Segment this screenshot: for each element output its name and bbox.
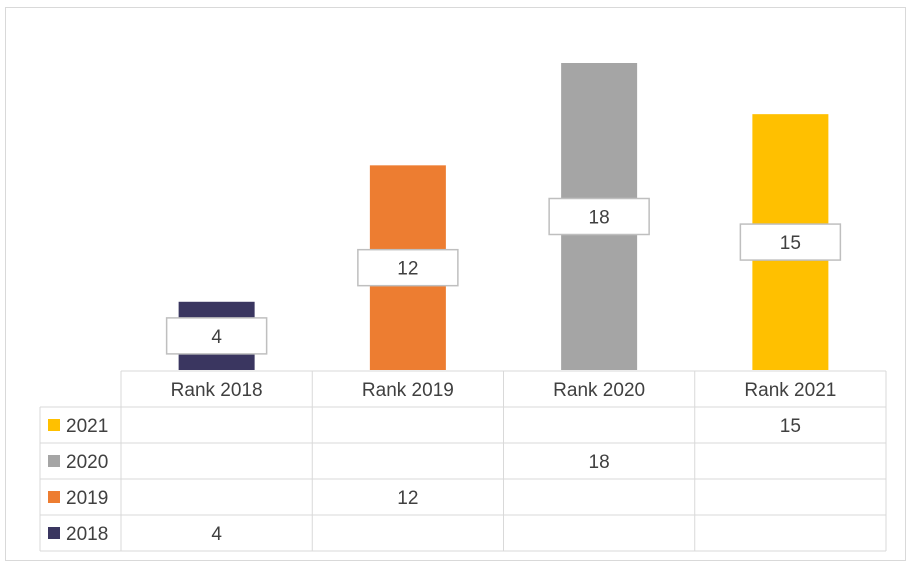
data-label-2018: 4	[211, 327, 222, 348]
legend-key-2021	[48, 419, 60, 431]
legend-label-2021: 2021	[66, 416, 108, 437]
data-label-2021: 15	[780, 233, 801, 254]
data-label-2019: 12	[397, 259, 418, 280]
data-label-box-2018	[165, 317, 268, 355]
data-table: Rank 2018 Rank 2019 Rank 2020 Rank 2021 2021…	[39, 370, 887, 552]
category-label: Rank 2018	[171, 380, 263, 401]
data-label-box-2020	[548, 197, 650, 236]
legend-key-2020	[48, 455, 60, 467]
data-labels-layer: 15 18 12 4	[165, 197, 842, 355]
category-label: Rank 2019	[362, 380, 454, 401]
table-cell-value: 4	[211, 524, 222, 545]
data-label-box-2019	[357, 248, 459, 287]
category-label: Rank 2021	[744, 380, 836, 401]
legend-key-2019	[48, 491, 60, 503]
table-cell-value: 12	[397, 488, 418, 509]
legend-label-2019: 2019	[66, 488, 108, 509]
data-label-box-2021	[739, 223, 842, 261]
data-label-2020: 18	[589, 208, 610, 229]
category-label: Rank 2020	[553, 380, 645, 401]
table-cell-value: 15	[780, 416, 801, 437]
legend-label-2020: 2020	[66, 452, 108, 473]
table-cell-value: 18	[589, 452, 610, 473]
bars-layer	[178, 63, 829, 371]
legend-key-2018	[48, 527, 60, 539]
legend-label-2018: 2018	[66, 524, 108, 545]
